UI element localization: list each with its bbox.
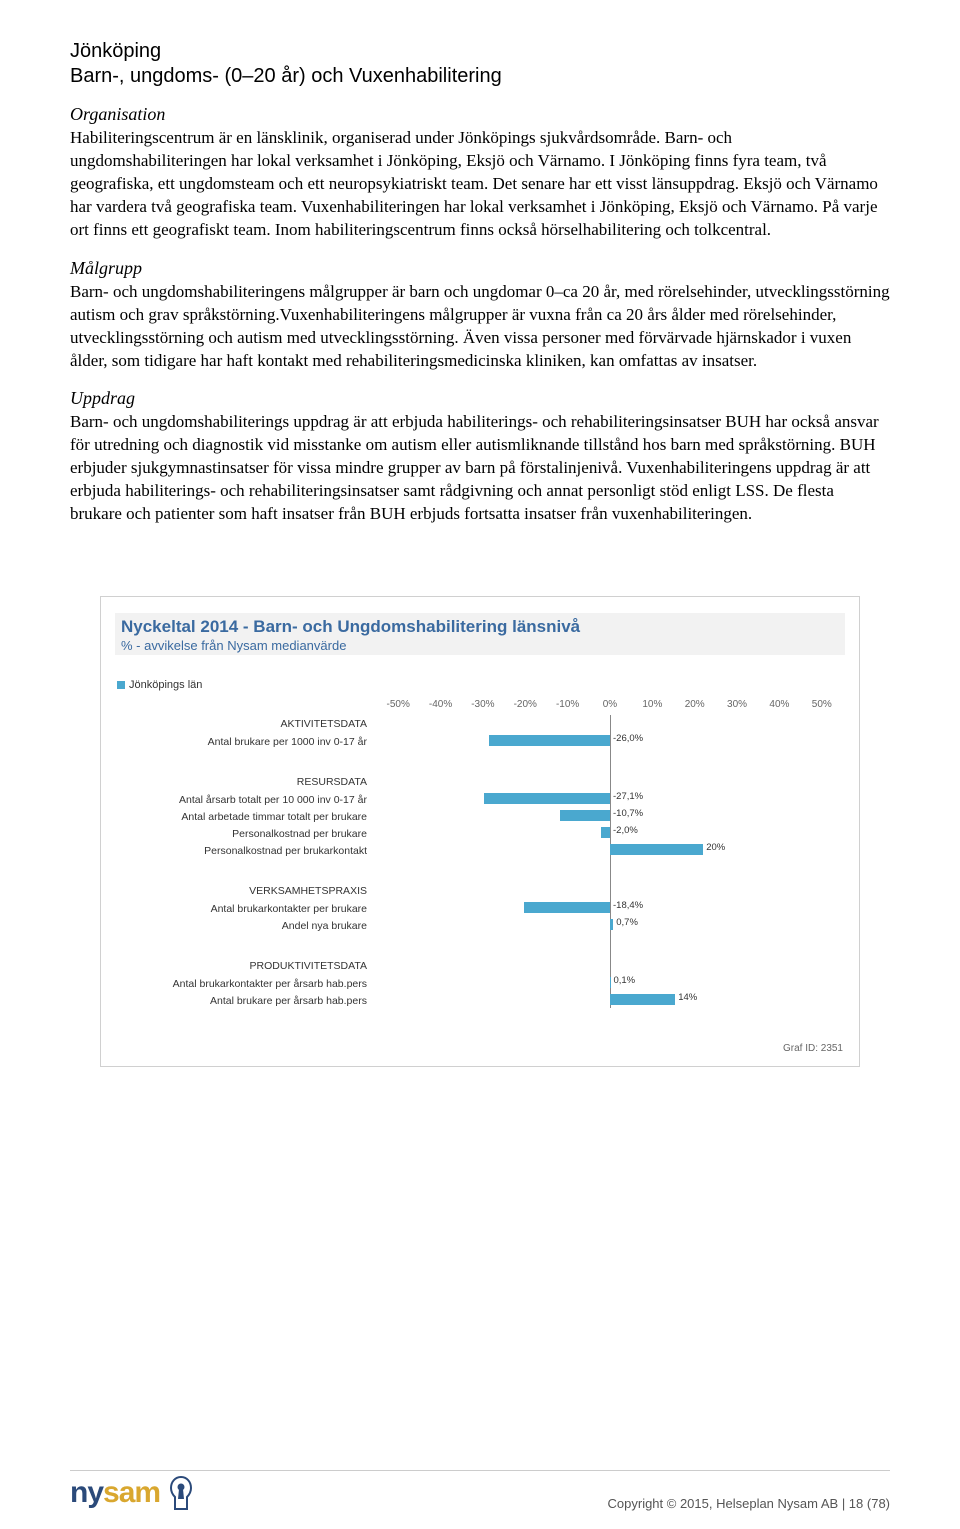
chart-container: Nyckeltal 2014 - Barn- och Ungdomshabili… [100, 596, 860, 1067]
bar [610, 919, 613, 930]
axis-tick: -50% [377, 699, 419, 715]
axis-tick: 50% [801, 699, 843, 715]
uppdrag-heading: Uppdrag [70, 388, 890, 409]
legend-swatch [117, 681, 125, 689]
uppdrag-body: Barn- och ungdomshabiliterings uppdrag ä… [70, 411, 890, 526]
row-label: Antal brukare per 1000 inv 0-17 år [117, 736, 377, 748]
group-header: AKTIVITETSDATA [117, 716, 377, 733]
axis-tick: 40% [758, 699, 800, 715]
legend-label: Jönköpings län [129, 679, 202, 691]
axis-tick: -30% [462, 699, 504, 715]
row-label: Personalkostnad per brukare [117, 828, 377, 840]
bar [524, 902, 610, 913]
logo-sam: sam [103, 1476, 160, 1509]
footer-divider [70, 1470, 890, 1471]
chart-legend: Jönköpings län [117, 679, 843, 691]
malgrupp-body: Barn- och ungdomshabiliteringens målgrup… [70, 281, 890, 373]
bar-row: -26,0% [377, 732, 843, 749]
bar [601, 827, 610, 838]
bar-row: -2,0% [377, 824, 843, 841]
bar-row: 0,7% [377, 916, 843, 933]
logo-ny: ny [70, 1476, 103, 1509]
group-header: RESURSDATA [117, 774, 377, 791]
group-header: VERKSAMHETSPRAXIS [117, 883, 377, 900]
malgrupp-heading: Målgrupp [70, 258, 890, 279]
organisation-heading: Organisation [70, 104, 890, 125]
row-label: Antal årsarb totalt per 10 000 inv 0-17 … [117, 794, 377, 806]
chart-subtitle: % - avvikelse från Nysam medianvärde [121, 638, 839, 653]
bar-row: 14% [377, 991, 843, 1008]
bar-row: -10,7% [377, 807, 843, 824]
axis-tick: 30% [716, 699, 758, 715]
bar-value-label: -18,4% [613, 900, 643, 911]
axis-tick: -40% [419, 699, 461, 715]
bar-value-label: 0,1% [613, 975, 635, 986]
chart-area: AKTIVITETSDATA Antal brukare per 1000 inv… [117, 699, 843, 1009]
bar-row: 20% [377, 841, 843, 858]
bar-row: 0,1% [377, 974, 843, 991]
axis-tick: 10% [631, 699, 673, 715]
row-label: Personalkostnad per brukarkontakt [117, 845, 377, 857]
axis-row: -50%-40%-30%-20%-10%0%10%20%30%40%50% [377, 699, 843, 715]
row-label: Antal brukarkontakter per brukare [117, 903, 377, 915]
keyhole-icon [166, 1475, 196, 1511]
page-subtitle: Barn-, ungdoms- (0–20 år) och Vuxenhabil… [70, 65, 890, 88]
organisation-body: Habiliteringscentrum är en länsklinik, o… [70, 127, 890, 242]
bar-value-label: -26,0% [613, 733, 643, 744]
bar-value-label: -27,1% [613, 791, 643, 802]
bar [610, 994, 675, 1005]
bar-value-label: -10,7% [613, 808, 643, 819]
graf-id: Graf ID: 2351 [117, 1043, 843, 1054]
row-label: Antal brukare per årsarb hab.pers [117, 995, 377, 1007]
axis-tick: -20% [504, 699, 546, 715]
footer: nysam Copyright © 2015, Helseplan Nysam … [70, 1475, 890, 1511]
axis-tick: -10% [546, 699, 588, 715]
bar [484, 793, 610, 804]
row-label: Antal arbetade timmar totalt per brukare [117, 811, 377, 823]
bar [610, 844, 703, 855]
axis-tick: 0% [589, 699, 631, 715]
page-title: Jönköping [70, 40, 890, 63]
chart-title: Nyckeltal 2014 - Barn- och Ungdomshabili… [121, 617, 839, 637]
bar-value-label: 14% [678, 992, 697, 1003]
axis-tick: 20% [674, 699, 716, 715]
bar-row: -27,1% [377, 790, 843, 807]
bar [560, 810, 610, 821]
bar [489, 735, 610, 746]
group-header: PRODUKTIVITETSDATA [117, 958, 377, 975]
bar-value-label: 0,7% [616, 917, 638, 928]
bar-value-label: 20% [706, 842, 725, 853]
nysam-logo: nysam [70, 1475, 196, 1511]
bar-row: -18,4% [377, 899, 843, 916]
bar-value-label: -2,0% [613, 825, 638, 836]
copyright: Copyright © 2015, Helseplan Nysam AB | 1… [608, 1496, 890, 1511]
row-label: Antal brukarkontakter per årsarb hab.per… [117, 978, 377, 990]
row-label: Andel nya brukare [117, 920, 377, 932]
